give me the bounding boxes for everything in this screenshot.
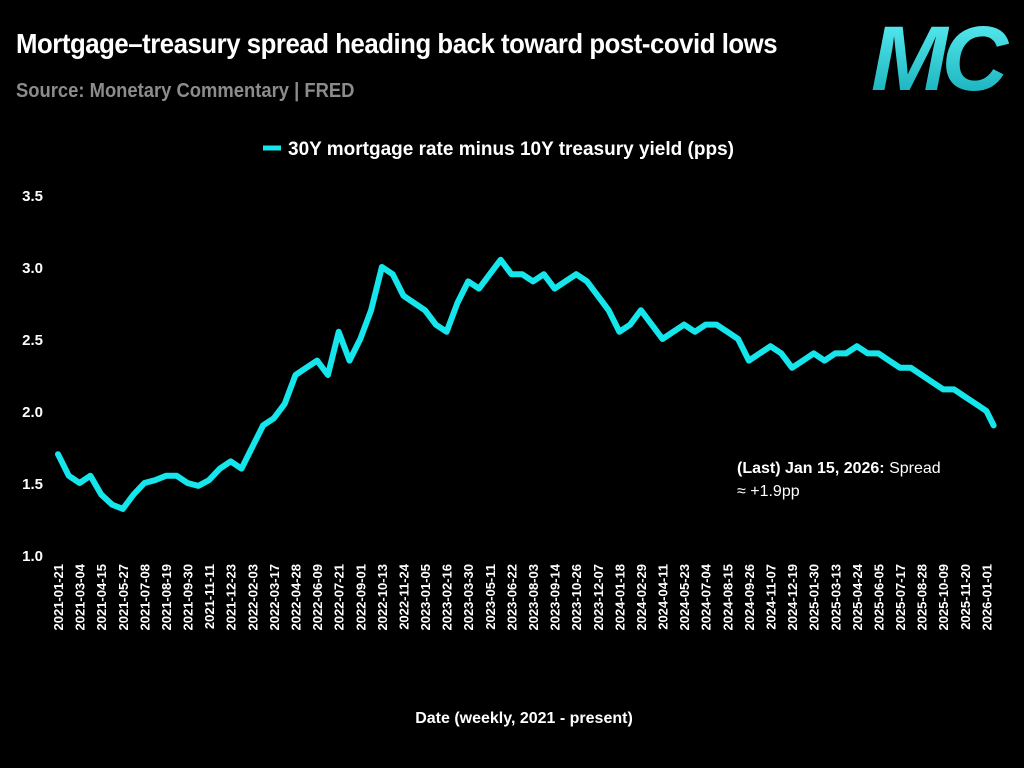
annotation-date: (Last) Jan 15, 2026: — [737, 460, 885, 477]
chart-title: Mortgage–treasury spread heading back to… — [16, 28, 778, 59]
x-tick-label: 2021-07-08 — [137, 564, 152, 631]
legend-label: 30Y mortgage rate minus 10Y treasury yie… — [288, 139, 734, 160]
annotation-text-2: ≈ +1.9pp — [737, 483, 800, 500]
x-tick-label: 2024-07-04 — [699, 563, 714, 630]
x-tick-label: 2025-04-24 — [850, 563, 865, 630]
x-tick-label: 2023-03-30 — [461, 564, 476, 631]
x-tick-label: 2021-04-15 — [94, 564, 109, 631]
x-tick-label: 2024-01-18 — [612, 564, 627, 631]
annotation-text-1: Spread — [889, 460, 941, 477]
mc-logo: MC — [871, 14, 1016, 104]
x-tick-label: 2024-08-15 — [720, 564, 735, 631]
x-tick-label: 2022-06-09 — [310, 564, 325, 631]
x-tick-label: 2023-06-22 — [504, 564, 519, 631]
x-tick-label: 2022-07-21 — [332, 564, 347, 631]
y-tick-label: 3.5 — [22, 188, 43, 205]
x-tick-label: 2025-06-05 — [871, 564, 886, 631]
x-tick-label: 2023-02-16 — [440, 564, 455, 631]
x-tick-label: 2024-04-11 — [656, 564, 671, 630]
x-tick-label: 2023-05-11 — [483, 564, 498, 630]
series-line-spread — [55, 256, 997, 512]
x-tick-label: 2022-03-17 — [267, 564, 282, 631]
y-tick-label: 2.0 — [22, 404, 43, 421]
x-tick-label: 2022-10-13 — [375, 564, 390, 631]
chart-legend: 30Y mortgage rate minus 10Y treasury yie… — [263, 139, 734, 160]
x-tick-label: 2024-05-23 — [677, 564, 692, 631]
x-tick-label: 2021-05-27 — [116, 564, 131, 631]
x-tick-label: 2025-11-20 — [958, 564, 973, 630]
y-tick-label: 2.5 — [22, 332, 43, 349]
x-tick-label: 2026-01-01 — [979, 564, 994, 631]
x-tick-label: 2021-01-21 — [51, 564, 66, 631]
y-tick-label: 1.5 — [22, 476, 43, 493]
x-tick-label: 2025-01-30 — [807, 564, 822, 631]
x-tick-label: 2025-07-17 — [893, 564, 908, 631]
x-tick-label: 2021-09-30 — [181, 564, 196, 631]
x-tick-label: 2024-11-07 — [763, 564, 778, 630]
y-tick-label: 3.0 — [22, 260, 43, 277]
x-tick-label: 2023-12-07 — [591, 564, 606, 631]
chart-subtitle: Source: Monetary Commentary | FRED — [16, 80, 355, 102]
x-tick-label: 2021-03-04 — [73, 563, 88, 630]
x-tick-label: 2021-12-23 — [224, 564, 239, 631]
x-axis-label: Date (weekly, 2021 - present) — [415, 710, 633, 727]
x-tick-label: 2025-10-09 — [936, 564, 951, 631]
x-tick-label: 2024-09-26 — [742, 564, 757, 631]
x-tick-label: 2023-01-05 — [418, 564, 433, 631]
y-tick-label: 1.0 — [22, 548, 43, 565]
x-tick-label: 2022-02-03 — [245, 564, 260, 631]
y-axis: 1.0 1.5 2.0 2.5 3.0 3.5 — [22, 188, 43, 565]
x-axis: 2021-01-21 2021-03-04 2021-04-15 2021-05-27… — [51, 563, 994, 630]
x-tick-label: 2025-08-28 — [915, 564, 930, 631]
x-tick-label: 2022-04-28 — [288, 564, 303, 631]
last-value-annotation: (Last) Jan 15, 2026: Spread ≈ +1.9pp — [737, 457, 941, 503]
x-tick-label: 2023-08-03 — [526, 564, 541, 631]
x-tick-label: 2024-02-29 — [634, 564, 649, 631]
x-tick-label: 2021-08-19 — [159, 564, 174, 631]
x-tick-label: 2023-10-26 — [569, 564, 584, 631]
logo-text: MC — [871, 14, 1010, 104]
x-tick-label: 2022-11-24 — [396, 563, 411, 630]
x-tick-label: 2022-09-01 — [353, 564, 368, 631]
x-tick-label: 2024-12-19 — [785, 564, 800, 631]
x-tick-label: 2023-09-14 — [548, 563, 563, 630]
x-tick-label: 2025-03-13 — [828, 564, 843, 631]
x-tick-label: 2021-11-11 — [202, 564, 217, 629]
